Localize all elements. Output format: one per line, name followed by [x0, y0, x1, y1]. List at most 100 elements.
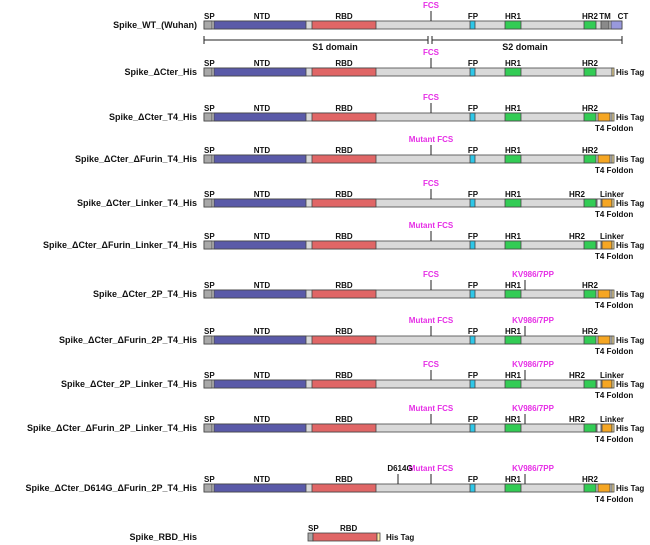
fp-label: FP: [468, 475, 479, 484]
hr1-segment: [504, 154, 522, 164]
ntd-label: NTD: [254, 371, 271, 380]
his-tag-segment: [376, 532, 381, 542]
hr2-label: HR2: [582, 59, 599, 68]
hr2-segment: [583, 289, 597, 299]
ntd-segment: [213, 379, 307, 389]
rbd-segment: [312, 532, 378, 542]
rbd-segment: [311, 379, 377, 389]
sp-segment: [203, 483, 213, 493]
rbd-label: RBD: [335, 232, 353, 241]
fp-label: FP: [468, 146, 479, 155]
sp-segment: [203, 335, 213, 345]
fp-label: FP: [468, 415, 479, 424]
construct-label: Spike_ΔCter_D614G_ΔFurin_2P_T4_His: [25, 483, 197, 493]
rbd-segment: [311, 67, 377, 77]
rbd-segment: [311, 154, 377, 164]
fp-segment: [469, 20, 476, 30]
foldon-label: T4 Foldon: [595, 210, 633, 219]
rbd-label: RBD: [340, 524, 358, 533]
sp-segment: [203, 198, 213, 208]
rbd-label: RBD: [335, 415, 353, 424]
construct-label: Spike_ΔCter_ΔFurin_2P_T4_His: [59, 335, 197, 345]
fp-segment: [469, 423, 476, 433]
ct-label: CT: [618, 12, 629, 21]
construct-label: Spike_ΔCter_ΔFurin_T4_His: [75, 154, 197, 164]
hr1-label: HR1: [505, 371, 522, 380]
fcs-label: FCS: [423, 1, 440, 10]
his-tag-segment: [611, 240, 615, 250]
his-tag-label: His Tag: [616, 424, 644, 433]
ntd-segment: [213, 112, 307, 122]
rbd-segment: [311, 483, 377, 493]
s2-domain-label: S2 domain: [502, 42, 548, 52]
subunit-brackets: S1 domain S2 domain: [203, 36, 623, 52]
foldon-label: T4 Foldon: [595, 347, 633, 356]
linker-segment: [596, 198, 602, 208]
fp-segment: [469, 483, 476, 493]
sp-segment: [203, 289, 213, 299]
fp-label: FP: [468, 371, 479, 380]
hr2-segment: [583, 335, 597, 345]
linker-label: Linker: [600, 232, 624, 241]
sp-segment: [203, 67, 213, 77]
kv986-label: KV986/7PP: [512, 270, 554, 279]
hr1-segment: [504, 198, 522, 208]
foldon-segment: [597, 289, 611, 299]
hr2-label: HR2: [569, 190, 586, 199]
his-tag-segment: [611, 67, 615, 77]
fp-segment: [469, 335, 476, 345]
sp-label: SP: [204, 327, 215, 336]
hr1-label: HR1: [505, 281, 522, 290]
hr1-label: HR1: [505, 12, 522, 21]
fp-label: FP: [468, 281, 479, 290]
rbd-label: RBD: [335, 190, 353, 199]
sp-segment: [203, 20, 213, 30]
construct-row: Spike_ΔCter_2P_Linker_T4_His SP NTD RBD FP HR…: [61, 360, 644, 400]
hr2-label: HR2: [569, 415, 586, 424]
his-tag-label: His Tag: [616, 68, 644, 77]
construct-row: Spike_ΔCter_ΔFurin_2P_Linker_T4_His SP NTD…: [27, 404, 644, 444]
fp-segment: [469, 289, 476, 299]
hr2-label: HR2: [582, 146, 599, 155]
foldon-segment: [597, 483, 611, 493]
his-tag-label: His Tag: [616, 484, 644, 493]
fcs-label: Mutant FCS: [409, 221, 454, 230]
his-tag-segment: [611, 335, 615, 345]
fp-label: FP: [468, 59, 479, 68]
hr2-segment: [583, 240, 597, 250]
foldon-label: T4 Foldon: [595, 252, 633, 261]
foldon-label: T4 Foldon: [595, 301, 633, 310]
fp-segment: [469, 67, 476, 77]
foldon-label: T4 Foldon: [595, 391, 633, 400]
hr1-segment: [504, 20, 522, 30]
fp-segment: [469, 112, 476, 122]
ntd-segment: [213, 289, 307, 299]
rbd-segment: [311, 289, 377, 299]
fp-label: FP: [468, 190, 479, 199]
hr2-segment: [583, 423, 597, 433]
ntd-label: NTD: [254, 415, 271, 424]
construct-row: Spike_ΔCter_ΔFurin_T4_His SP NTD RBD FP HR1 Mu…: [75, 135, 644, 175]
hr1-segment: [504, 240, 522, 250]
sp-label: SP: [204, 59, 215, 68]
construct-row: Spike_ΔCter_2P_T4_His SP NTD RBD FP HR1 FCS KV9…: [93, 270, 644, 310]
hr2-label: HR2: [569, 371, 586, 380]
hr1-label: HR1: [505, 190, 522, 199]
hr2-segment: [583, 154, 597, 164]
foldon-segment: [601, 379, 613, 389]
ntd-segment: [213, 240, 307, 250]
his-tag-segment: [611, 112, 615, 122]
fp-segment: [469, 379, 476, 389]
rbd-segment: [311, 198, 377, 208]
construct-row: Spike_ΔCter_Linker_T4_His SP NTD RBD FP HR1 FC…: [77, 179, 644, 219]
his-tag-segment: [611, 423, 615, 433]
sp-segment: [203, 240, 213, 250]
sp-segment: [203, 154, 213, 164]
his-tag-label: His Tag: [616, 155, 644, 164]
ntd-label: NTD: [254, 59, 271, 68]
tm-label: TM: [599, 12, 611, 21]
his-tag-label: His Tag: [616, 290, 644, 299]
hr1-segment: [504, 423, 522, 433]
construct-label: Spike_ΔCter_ΔFurin_2P_Linker_T4_His: [27, 423, 197, 433]
